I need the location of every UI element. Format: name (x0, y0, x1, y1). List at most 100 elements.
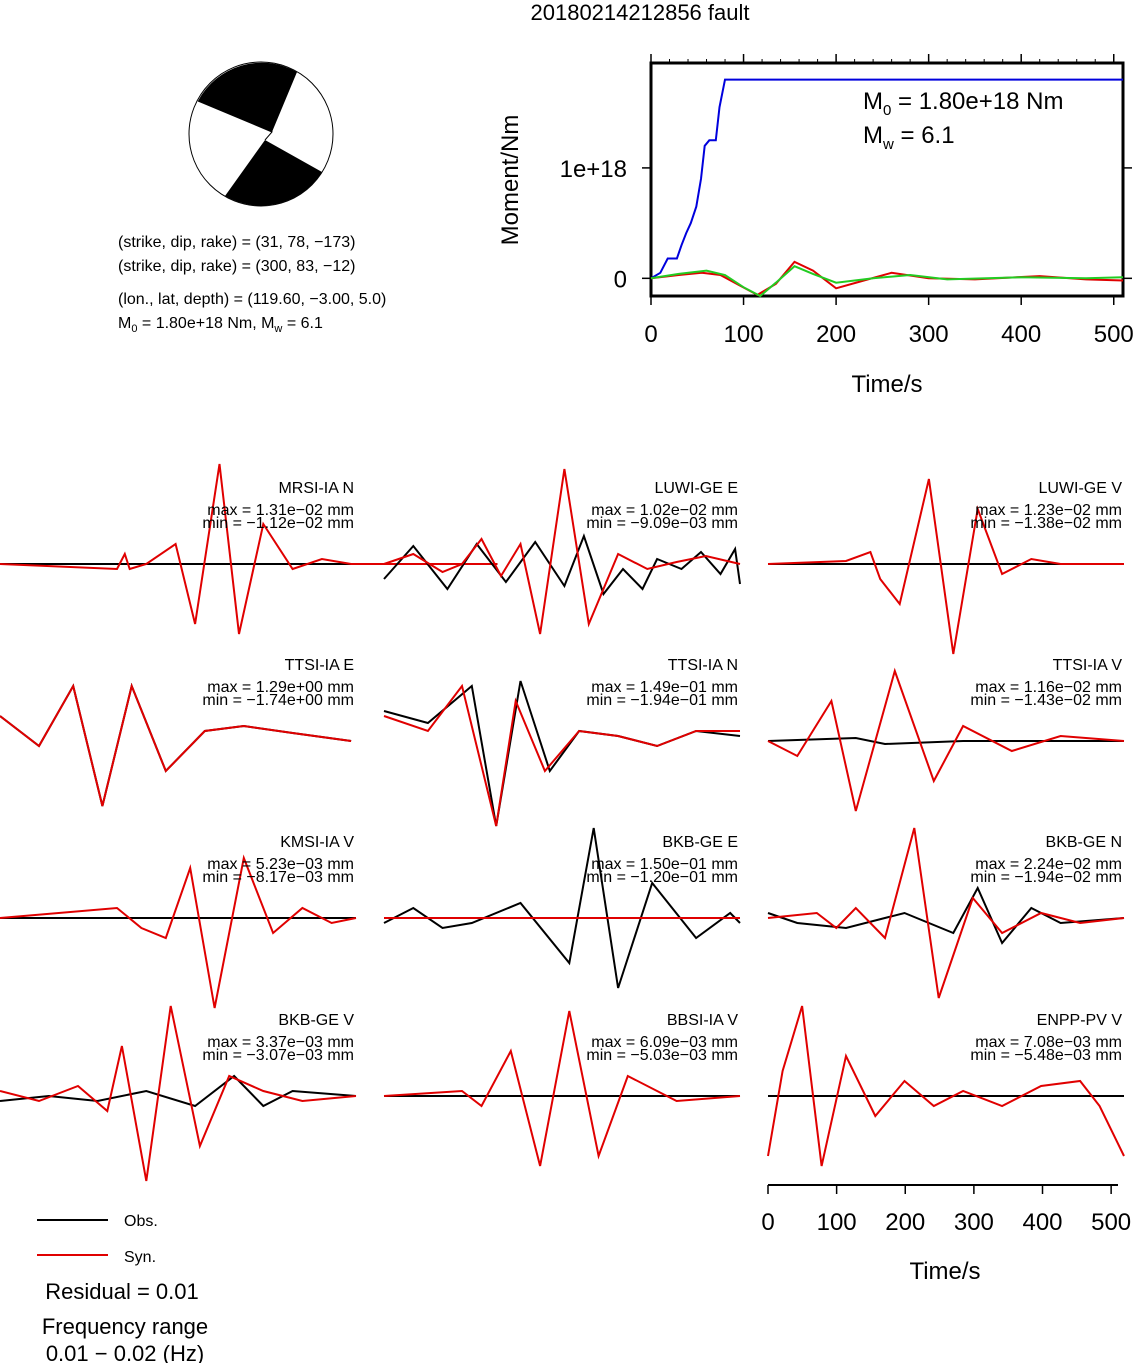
station-max: max = 1.50e−01 mm (591, 856, 738, 873)
moment-ylabel: Moment/Nm (497, 115, 524, 246)
time-axis-tick-label: 0 (761, 1209, 774, 1236)
station-min: min = −1.94e−02 mm (970, 869, 1122, 886)
syn-trace (767, 827, 1125, 999)
station-name: LUWI-GE V (1038, 480, 1122, 497)
station-min: min = −1.74e+00 mm (202, 692, 354, 709)
frequency-range-title: Frequency range (42, 1314, 208, 1339)
station-name: TTSI-IA N (668, 657, 738, 674)
station-min: min = −9.09e−03 mm (586, 515, 738, 532)
mechanism-line-1: (strike, dip, rake) = (31, 78, −173) (118, 234, 355, 251)
station-min: min = −5.03e−03 mm (586, 1047, 738, 1064)
station-name: TTSI-IA E (285, 657, 354, 674)
syn-trace (767, 478, 1124, 655)
station-max: max = 1.31e−02 mm (207, 502, 354, 519)
station-min: min = −5.48e−03 mm (970, 1047, 1122, 1064)
station-name: KMSI-IA V (280, 834, 354, 851)
station-min: min = −1.43e−02 mm (970, 692, 1122, 709)
moment-xtick-label: 200 (816, 321, 856, 348)
moment-xlabel: Time/s (851, 371, 922, 398)
mechanism-moment-line: M0 = 1.80e+18 Nm, Mw = 6.1 (118, 315, 323, 335)
moment-series-2 (650, 265, 1124, 298)
syn-trace (383, 683, 740, 827)
frequency-range-value: 0.01 − 0.02 (Hz) (46, 1341, 204, 1363)
station-name: BKB-GE E (662, 834, 738, 851)
station-max: max = 1.49e−01 mm (591, 679, 738, 696)
moment-axis-ticks: 0 100 200 300 400 500 0 1e+18 (560, 54, 1134, 348)
syn-trace (767, 1005, 1125, 1167)
page-title: 20180214212856 fault (531, 0, 750, 25)
legend-syn-label: Syn. (124, 1249, 156, 1266)
station-max: max = 6.09e−03 mm (591, 1034, 738, 1051)
station-max: max = 3.37e−03 mm (207, 1034, 354, 1051)
station-max: max = 1.16e−02 mm (975, 679, 1122, 696)
station-min: min = −1.38e−02 mm (970, 515, 1122, 532)
time-axis-tick-label: 400 (1022, 1209, 1062, 1236)
time-axis-tick-label: 100 (817, 1209, 857, 1236)
obs-trace (383, 827, 741, 989)
time-axis-tick-label: 300 (954, 1209, 994, 1236)
station-min: min = −1.12e−02 mm (202, 515, 354, 532)
waveform-xlabel: Time/s (909, 1258, 980, 1285)
station-min: min = −8.17e−03 mm (202, 869, 354, 886)
station-name: ENPP-PV V (1037, 1012, 1123, 1029)
legend: Obs. Syn. (37, 1213, 158, 1266)
moment-annotation-mw: Mw = 6.1 (863, 122, 955, 153)
time-axis-tick-label: 200 (885, 1209, 925, 1236)
moment-plot-frame (649, 61, 1125, 298)
moment-ytick-label: 1e+18 (560, 156, 627, 183)
syn-trace (767, 667, 1125, 812)
station-min: min = −1.20e−01 mm (586, 869, 738, 886)
station-name: MRSI-IA N (278, 480, 354, 497)
syn-trace (0, 682, 352, 807)
station-max: max = 1.29e+00 mm (207, 679, 354, 696)
station-name: BBSI-IA V (667, 1012, 738, 1029)
legend-obs-label: Obs. (124, 1213, 158, 1230)
obs-trace (767, 736, 1124, 746)
mechanism-line-3: (lon., lat, depth) = (119.60, −3.00, 5.0… (118, 291, 386, 308)
syn-trace (0, 854, 357, 1009)
station-max: max = 5.23e−03 mm (207, 856, 354, 873)
syn-trace (383, 468, 741, 635)
station-name: BKB-GE N (1046, 834, 1122, 851)
moment-ytick-label: 0 (614, 266, 627, 293)
station-min: min = −1.94e−01 mm (586, 692, 738, 709)
station-max: max = 2.24e−02 mm (975, 856, 1122, 873)
moment-xtick-label: 500 (1094, 321, 1134, 348)
residual-text: Residual = 0.01 (45, 1279, 199, 1304)
station-max: max = 1.23e−02 mm (975, 502, 1122, 519)
moment-xtick-label: 400 (1001, 321, 1041, 348)
moment-series-group (650, 78, 1124, 298)
station-min: min = −3.07e−03 mm (202, 1047, 354, 1064)
station-name: LUWI-GE E (654, 480, 738, 497)
station-max: max = 7.08e−03 mm (975, 1034, 1122, 1051)
waveform-time-axis: 0 100 200 300 400 500 (761, 1184, 1131, 1236)
station-name: TTSI-IA V (1053, 657, 1123, 674)
time-axis-tick-label: 500 (1091, 1209, 1131, 1236)
station-max: max = 1.02e−02 mm (591, 502, 738, 519)
beachball (188, 61, 334, 207)
moment-xtick-label: 300 (909, 321, 949, 348)
syn-trace (383, 1010, 741, 1167)
syn-trace (0, 1005, 357, 1182)
moment-xtick-label: 100 (724, 321, 764, 348)
moment-annotation-m0: M0 = 1.80e+18 Nm (863, 88, 1063, 119)
syn-trace (0, 463, 498, 635)
moment-series-0 (650, 78, 1123, 280)
obs-trace (767, 885, 1125, 945)
moment-xtick-label: 0 (644, 321, 657, 348)
mechanism-line-2: (strike, dip, rake) = (300, 83, −12) (118, 258, 355, 275)
station-name: BKB-GE V (278, 1012, 354, 1029)
